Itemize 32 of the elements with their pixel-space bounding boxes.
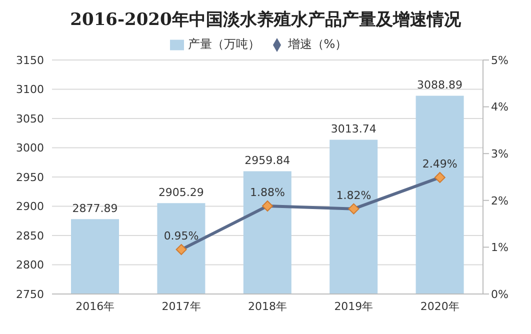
data-label: 2877.89 [72, 202, 118, 216]
data-label: 2.49% [422, 157, 458, 170]
legend-label: 增速（%） [288, 37, 348, 51]
chart-title: 2016-2020年中国淡水养殖水产品产量及增速情况 [69, 9, 462, 32]
data-label: 2905.29 [158, 186, 204, 200]
data-label: 1.82% [336, 188, 372, 202]
data-label: 2959.84 [244, 154, 290, 168]
y2-tick-label: 5% [491, 54, 508, 67]
y-tick-label: 2950 [16, 170, 44, 184]
y-tick-label: 3000 [16, 142, 44, 155]
x-tick-label: 2017年 [162, 300, 201, 313]
x-tick-label: 2016年 [76, 300, 115, 313]
legend-label: 产量（万吨） [188, 37, 260, 51]
y2-tick-label: 3% [491, 148, 508, 161]
x-tick-label: 2020年 [420, 300, 460, 313]
y2-tick-label: 0% [491, 288, 508, 301]
y-tick-label: 3150 [16, 54, 44, 67]
data-label: 0.95% [164, 230, 199, 243]
data-label: 3088.89 [417, 78, 463, 92]
data-label: 3013.74 [330, 122, 376, 136]
y-tick-label: 3050 [16, 112, 44, 126]
y-tick-label: 2850 [16, 229, 44, 242]
data-label: 1.88% [250, 186, 285, 200]
y2-tick-label: 4% [491, 100, 508, 114]
y2-tick-label: 2% [491, 194, 508, 208]
x-tick-label: 2018年 [248, 300, 287, 313]
x-tick-label: 2019年 [334, 300, 374, 313]
y-tick-label: 2800 [16, 258, 44, 272]
y2-tick-label: 1% [491, 241, 508, 254]
y-tick-label: 3100 [16, 83, 44, 96]
y-tick-label: 2900 [16, 200, 44, 214]
y-tick-label: 2750 [16, 288, 44, 301]
